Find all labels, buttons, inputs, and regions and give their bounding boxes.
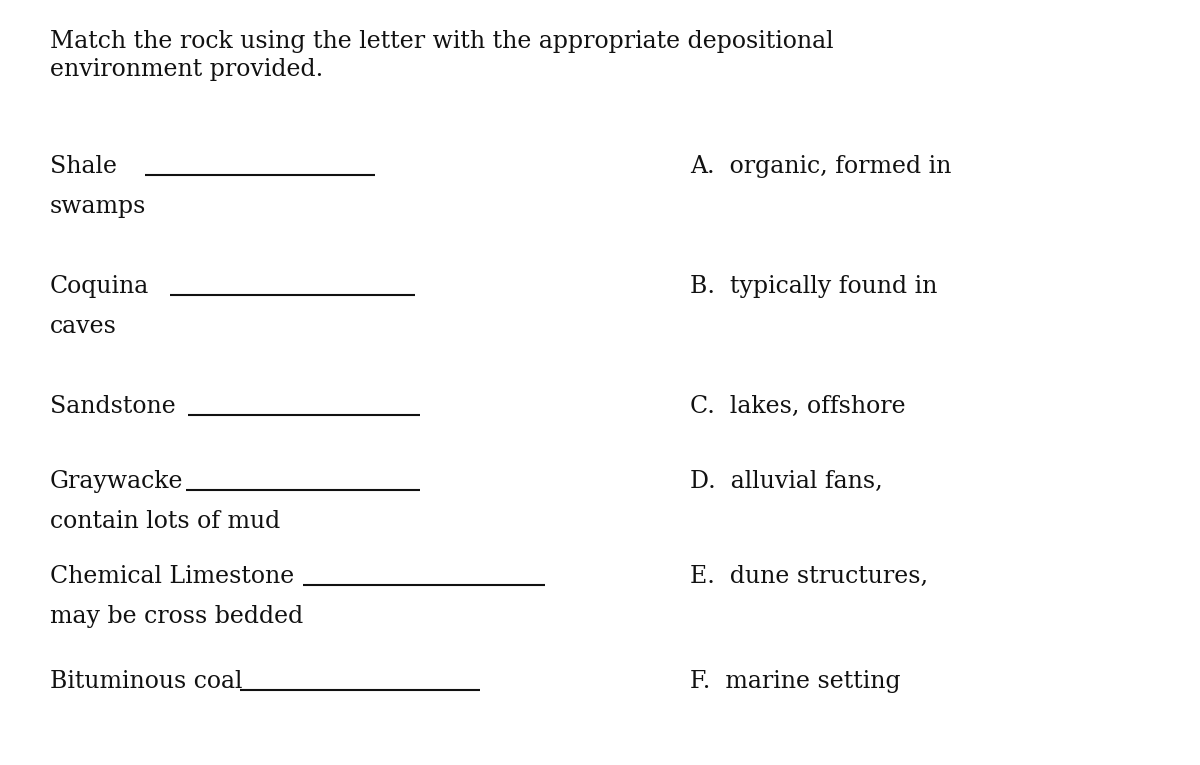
Text: C.  lakes, offshore: C. lakes, offshore xyxy=(690,395,906,418)
Text: Graywacke: Graywacke xyxy=(50,470,184,493)
Text: environment provided.: environment provided. xyxy=(50,58,323,81)
Text: swamps: swamps xyxy=(50,195,146,218)
Text: caves: caves xyxy=(50,315,116,338)
Text: E.  dune structures,: E. dune structures, xyxy=(690,565,928,588)
Text: may be cross bedded: may be cross bedded xyxy=(50,605,304,628)
Text: Bituminous coal: Bituminous coal xyxy=(50,670,242,693)
Text: F.  marine setting: F. marine setting xyxy=(690,670,901,693)
Text: Sandstone: Sandstone xyxy=(50,395,175,418)
Text: Match the rock using the letter with the appropriate depositional: Match the rock using the letter with the… xyxy=(50,30,834,53)
Text: A.  organic, formed in: A. organic, formed in xyxy=(690,155,952,178)
Text: contain lots of mud: contain lots of mud xyxy=(50,510,281,533)
Text: B.  typically found in: B. typically found in xyxy=(690,275,937,298)
Text: Shale: Shale xyxy=(50,155,118,178)
Text: Coquina: Coquina xyxy=(50,275,149,298)
Text: D.  alluvial fans,: D. alluvial fans, xyxy=(690,470,883,493)
Text: Chemical Limestone: Chemical Limestone xyxy=(50,565,294,588)
